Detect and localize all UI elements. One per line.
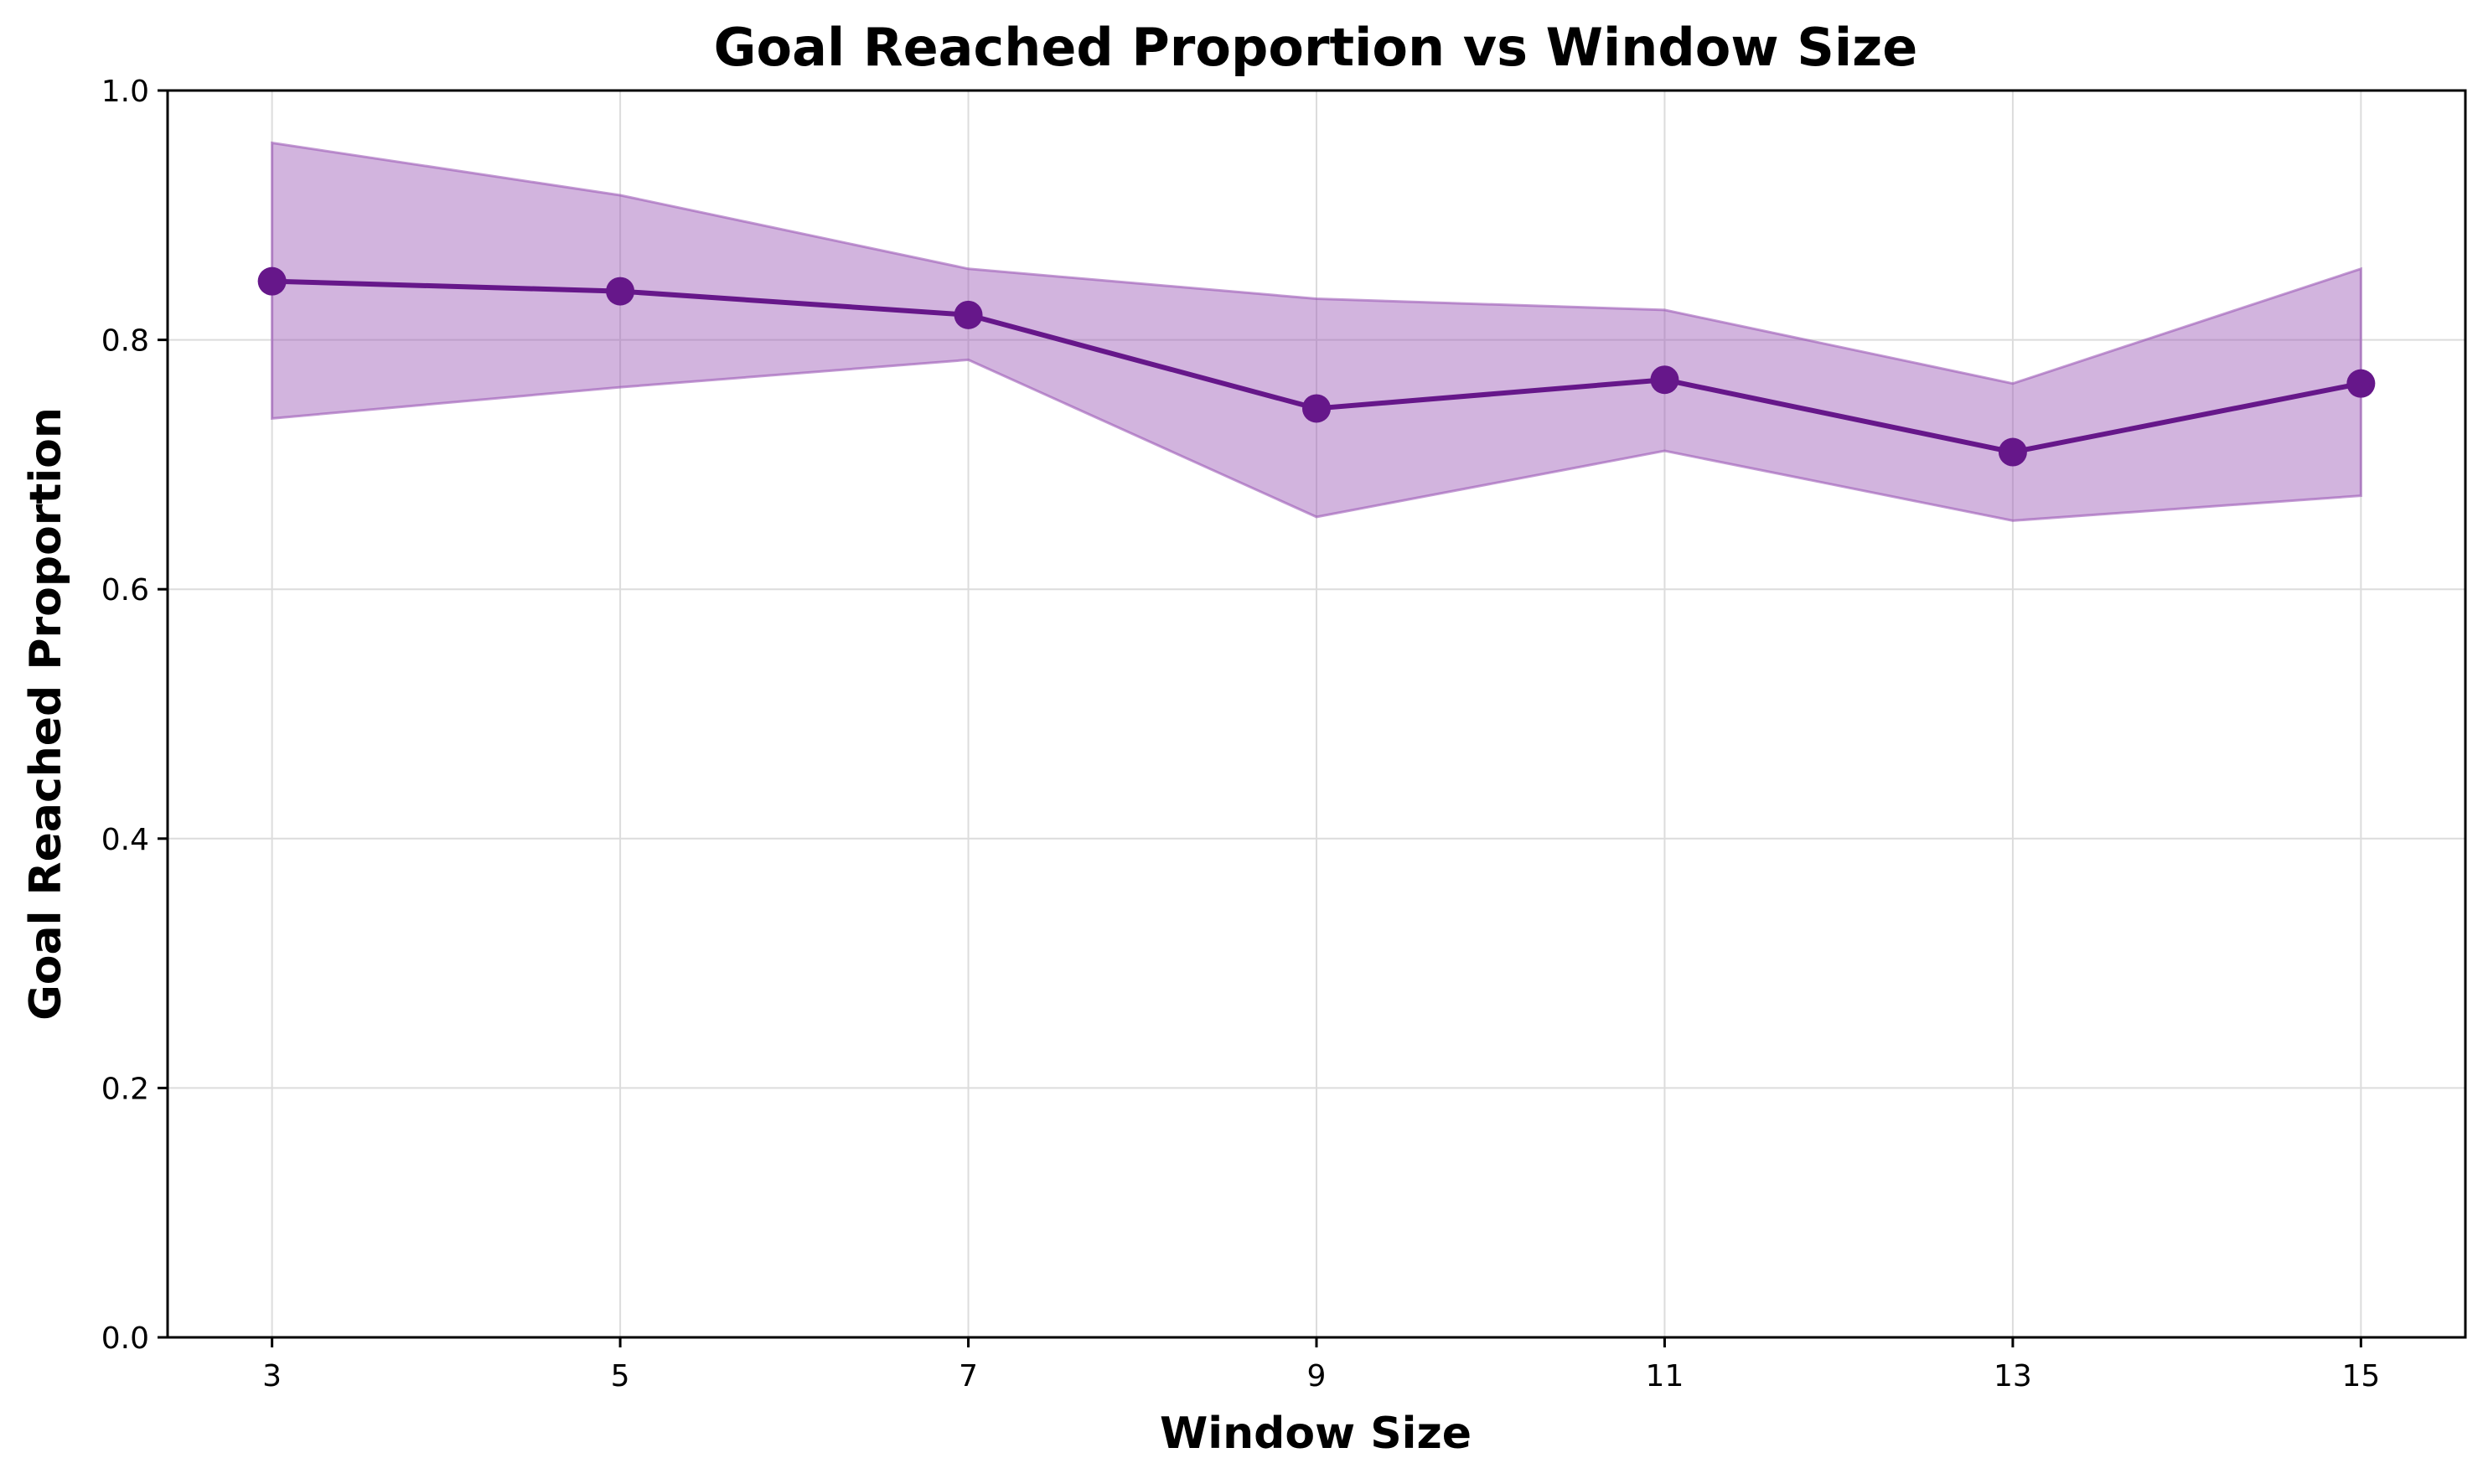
data-point — [1998, 437, 2027, 467]
x-axis-label: Window Size — [1160, 1409, 1472, 1459]
x-tick-label: 5 — [611, 1359, 630, 1394]
data-point — [954, 300, 983, 329]
x-tick-label: 9 — [1307, 1359, 1327, 1394]
y-tick-label: 0.2 — [101, 1072, 149, 1106]
y-tick-label: 0.4 — [101, 823, 149, 857]
series-markers — [257, 266, 2376, 467]
confidence-band — [271, 141, 2362, 522]
y-axis-label: Goal Reached Proportion — [21, 407, 71, 1021]
y-tick-label: 0.6 — [101, 573, 149, 608]
data-point — [257, 266, 287, 296]
x-tick-label: 11 — [1646, 1359, 1684, 1394]
data-point — [1302, 394, 1331, 423]
chart-title: Goal Reached Proportion vs Window Size — [714, 17, 1918, 78]
x-tick-label: 15 — [2341, 1359, 2380, 1394]
x-tick-label: 13 — [1994, 1359, 2032, 1394]
ticks: 3 5 7 9 11 13 15 0.0 0.2 0.4 0.6 0.8 1.0 — [101, 75, 2381, 1394]
y-tick-label: 0.8 — [101, 324, 149, 359]
x-tick-label: 3 — [262, 1359, 282, 1394]
y-tick-label: 0.0 — [101, 1321, 149, 1356]
y-tick-label: 1.0 — [101, 75, 149, 109]
data-point — [606, 277, 635, 306]
data-point — [1650, 365, 1679, 395]
band-area — [271, 141, 2362, 522]
x-tick-label: 7 — [959, 1359, 978, 1394]
data-point — [2346, 369, 2376, 398]
